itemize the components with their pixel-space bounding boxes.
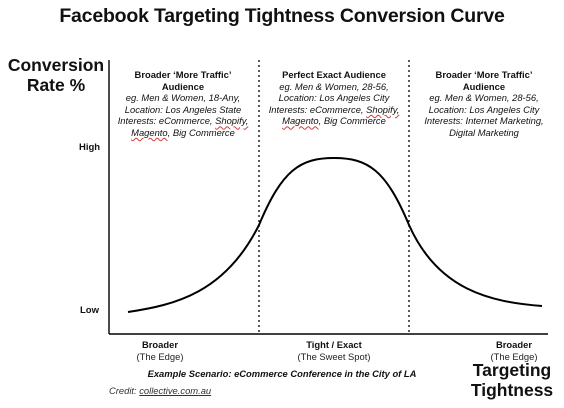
segment-heading-2: Audience — [161, 80, 205, 92]
y-tick-low: Low — [80, 305, 99, 316]
interest-shopify: Shopify, — [366, 103, 400, 115]
x-category-broad-left: Broader (The Edge) — [110, 339, 210, 363]
interests-prefix: Interests: eCommerce, — [268, 103, 367, 115]
segment-interests-cont: Magento, Big Commerce — [108, 127, 258, 139]
interest-magento: Magento — [282, 115, 319, 127]
y-axis-label-line2: Rate % — [26, 75, 86, 95]
segment-interests: Interests: eCommerce, Shopify, — [260, 104, 408, 116]
segment-location: Location: Los Angeles City — [278, 92, 390, 104]
segment-heading: Broader ‘More Traffic’ — [435, 69, 533, 80]
segment-exact-center: Perfect Exact Audience eg. Men & Women, … — [260, 69, 408, 127]
y-axis-label-line1: Conversion — [7, 55, 105, 75]
x-axis-label-line1: Targeting — [472, 360, 552, 380]
x-category-sub: (The Edge) — [136, 351, 184, 362]
conversion-curve — [127, 156, 543, 313]
x-axis-label: Targeting Tightness — [460, 360, 564, 400]
x-axis-label-line2: Tightness — [470, 380, 554, 400]
segment-interests-cont: Digital Marketing — [449, 126, 519, 138]
segment-heading-2: Audience — [462, 80, 506, 92]
segment-location: Location: Los Angeles City — [428, 103, 540, 115]
interest-shopify: Shopify, — [215, 115, 249, 127]
segment-location: Location: Los Angeles State — [124, 103, 242, 115]
x-category-sub: (The Edge) — [490, 351, 538, 362]
interests-prefix: Interests: eCommerce, — [117, 115, 216, 127]
example-scenario: Example Scenario: eCommerce Conference i… — [147, 368, 417, 379]
segment-heading: Broader ‘More Traffic’ — [134, 69, 232, 80]
segment-demographic: eg. Men & Women, 28-56, — [279, 80, 389, 92]
segment-interests-cont: Magento, Big Commerce — [260, 115, 408, 127]
x-category-exact: Tight / Exact (The Sweet Spot) — [274, 339, 394, 363]
segment-interests: Interests: eCommerce, Shopify, — [108, 115, 258, 127]
segment-heading: Perfect Exact Audience — [282, 69, 386, 80]
credit-prefix: Credit: — [109, 385, 140, 396]
diagram-title: Facebook Targeting Tightness Conversion … — [59, 5, 505, 27]
segment-broad-right: Broader ‘More Traffic’ Audience eg. Men … — [410, 69, 558, 139]
credit-line: Credit: collective.com.au — [109, 385, 211, 396]
interests-suffix: , Big Commerce — [167, 126, 235, 138]
x-category-label: Broader — [496, 339, 532, 350]
x-category-broad-right: Broader (The Edge) — [474, 339, 554, 363]
credit-link[interactable]: collective.com.au — [139, 385, 212, 396]
segment-interests: Interests: Internet Marketing, — [424, 115, 544, 127]
y-tick-high: High — [79, 142, 101, 153]
x-category-sub: (The Sweet Spot) — [297, 351, 371, 362]
segment-demographic: eg. Men & Women, 18-Any, — [125, 92, 241, 104]
segment-broad-left: Broader ‘More Traffic’ Audience eg. Men … — [108, 69, 258, 139]
interest-magento: Magento — [131, 126, 168, 138]
segment-demographic: eg. Men & Women, 28-56, — [429, 92, 539, 104]
x-category-label: Broader — [142, 339, 178, 350]
x-category-label: Tight / Exact — [306, 339, 362, 350]
y-axis-label: Conversion Rate % — [6, 55, 106, 95]
interests-suffix: , Big Commerce — [318, 115, 386, 127]
